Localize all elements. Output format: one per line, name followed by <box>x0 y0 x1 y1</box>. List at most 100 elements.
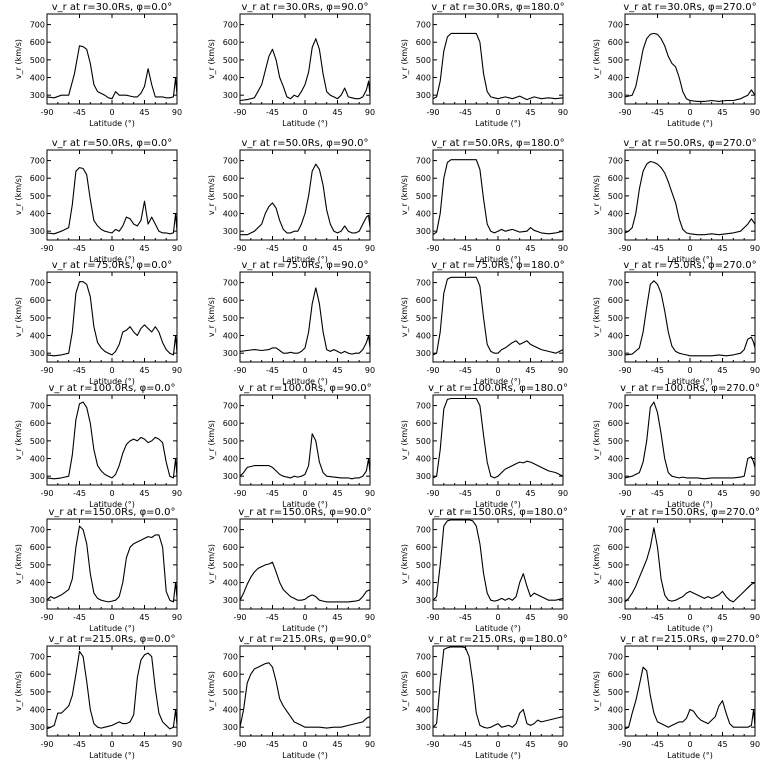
y-tick-label: 700 <box>416 157 431 166</box>
x-tick-label: 45 <box>525 613 535 622</box>
y-tick-label: 600 <box>608 174 623 183</box>
x-tick-label: 90 <box>365 613 375 622</box>
y-tick-label: 700 <box>223 157 238 166</box>
x-axis-label: Latitude (°) <box>475 119 521 128</box>
y-axis-label: v_r (km/s) <box>14 297 23 337</box>
y-tick-label: 400 <box>608 210 623 219</box>
x-axis-label: Latitude (°) <box>282 119 328 128</box>
x-tick-label: -45 <box>73 613 86 622</box>
x-tick-label: 90 <box>750 489 760 498</box>
y-tick-label: 300 <box>416 596 431 605</box>
y-tick-label: 500 <box>30 437 45 446</box>
x-tick-label: -45 <box>459 740 472 749</box>
y-tick-label: 500 <box>223 688 238 697</box>
x-tick-label: -45 <box>266 244 279 253</box>
y-tick-label: 500 <box>30 688 45 697</box>
x-tick-label: -90 <box>618 108 631 117</box>
y-axis-label: v_r (km/s) <box>400 420 409 460</box>
x-tick-label: -90 <box>426 740 439 749</box>
series-line <box>432 397 564 479</box>
y-tick-label: 300 <box>608 227 623 236</box>
y-tick-label: 300 <box>223 723 238 732</box>
x-tick-label: -90 <box>618 740 631 749</box>
panel-2-0: v_r at r=75.0Rs, φ=0.0° -90 -45 0 45 90 300 400… <box>14 260 182 386</box>
x-tick-label: -45 <box>651 489 664 498</box>
x-tick-label: 0 <box>687 613 692 622</box>
y-tick-label: 700 <box>223 402 238 411</box>
x-axis-label: Latitude (°) <box>667 377 713 386</box>
panel-title: v_r at r=150.0Rs, φ=270.0° <box>620 507 760 518</box>
panel-5-3: v_r at r=215.0Rs, φ=270.0° -90 -45 0 45 90 300… <box>592 634 760 760</box>
y-tick-label: 500 <box>416 314 431 323</box>
y-tick-label: 400 <box>223 455 238 464</box>
panel-title: v_r at r=150.0Rs, φ=90.0° <box>238 507 371 518</box>
plot-frame <box>624 394 756 486</box>
y-tick-label: 700 <box>223 279 238 288</box>
x-axis-label: Latitude (°) <box>89 255 135 264</box>
x-axis-label: Latitude (°) <box>475 377 521 386</box>
panel-title: v_r at r=100.0Rs, φ=0.0° <box>49 383 176 394</box>
x-tick-label: 90 <box>172 740 182 749</box>
y-tick-label: 500 <box>416 56 431 65</box>
x-tick-label: 0 <box>495 366 500 375</box>
y-tick-label: 600 <box>223 38 238 47</box>
x-tick-label: 45 <box>139 613 149 622</box>
y-axis-label: v_r (km/s) <box>592 671 601 711</box>
y-tick-label: 600 <box>416 670 431 679</box>
series-line <box>46 650 178 730</box>
plot-frame <box>624 271 756 363</box>
plot-frame <box>46 271 178 363</box>
panel-4-0: v_r at r=150.0Rs, φ=0.0° -90 -45 0 45 90 300 40… <box>14 507 182 633</box>
x-tick-label: -45 <box>266 740 279 749</box>
plot-frame <box>624 645 756 737</box>
panel-title: v_r at r=75.0Rs, φ=270.0° <box>623 260 756 271</box>
y-tick-label: 700 <box>30 402 45 411</box>
x-tick-label: 90 <box>365 740 375 749</box>
x-tick-label: 45 <box>332 244 342 253</box>
x-tick-label: 45 <box>525 244 535 253</box>
y-tick-label: 300 <box>223 227 238 236</box>
x-tick-label: 45 <box>525 740 535 749</box>
y-tick-label: 600 <box>608 670 623 679</box>
x-tick-label: -90 <box>40 740 53 749</box>
plot-frame <box>432 518 564 610</box>
x-tick-label: -90 <box>426 613 439 622</box>
panel-1-0: v_r at r=50.0Rs, φ=0.0° -90 -45 0 45 90 300 400… <box>14 138 182 264</box>
x-tick-label: 0 <box>302 108 307 117</box>
y-tick-label: 600 <box>223 543 238 552</box>
panel-3-1: v_r at r=100.0Rs, φ=90.0° -90 -45 0 45 90 300 4… <box>207 383 375 509</box>
x-tick-label: -45 <box>73 244 86 253</box>
x-tick-label: 90 <box>558 244 568 253</box>
series-line <box>239 38 371 102</box>
x-tick-label: 45 <box>525 366 535 375</box>
x-tick-label: 90 <box>558 108 568 117</box>
plot-frame <box>46 394 178 486</box>
y-tick-label: 300 <box>608 91 623 100</box>
x-axis-label: Latitude (°) <box>89 500 135 509</box>
x-axis-label: Latitude (°) <box>667 624 713 633</box>
x-tick-label: 90 <box>172 366 182 375</box>
y-tick-label: 600 <box>223 670 238 679</box>
x-tick-label: 90 <box>365 244 375 253</box>
x-tick-label: 90 <box>365 108 375 117</box>
series-line <box>624 666 756 730</box>
y-tick-label: 600 <box>416 419 431 428</box>
series-line <box>624 527 756 603</box>
x-tick-label: -90 <box>233 366 246 375</box>
y-tick-label: 700 <box>608 402 623 411</box>
y-tick-label: 600 <box>30 543 45 552</box>
x-tick-label: 90 <box>750 740 760 749</box>
panel-1-2: v_r at r=50.0Rs, φ=180.0° -90 -45 0 45 90 300 4… <box>400 138 568 264</box>
y-tick-label: 400 <box>30 210 45 219</box>
y-axis-label: v_r (km/s) <box>14 671 23 711</box>
x-tick-label: -90 <box>40 613 53 622</box>
y-tick-label: 400 <box>223 210 238 219</box>
y-tick-label: 500 <box>608 314 623 323</box>
y-tick-label: 500 <box>223 192 238 201</box>
y-tick-label: 500 <box>30 561 45 570</box>
y-tick-label: 500 <box>608 688 623 697</box>
x-tick-label: 45 <box>139 489 149 498</box>
x-axis-label: Latitude (°) <box>475 255 521 264</box>
series-line <box>624 401 756 480</box>
